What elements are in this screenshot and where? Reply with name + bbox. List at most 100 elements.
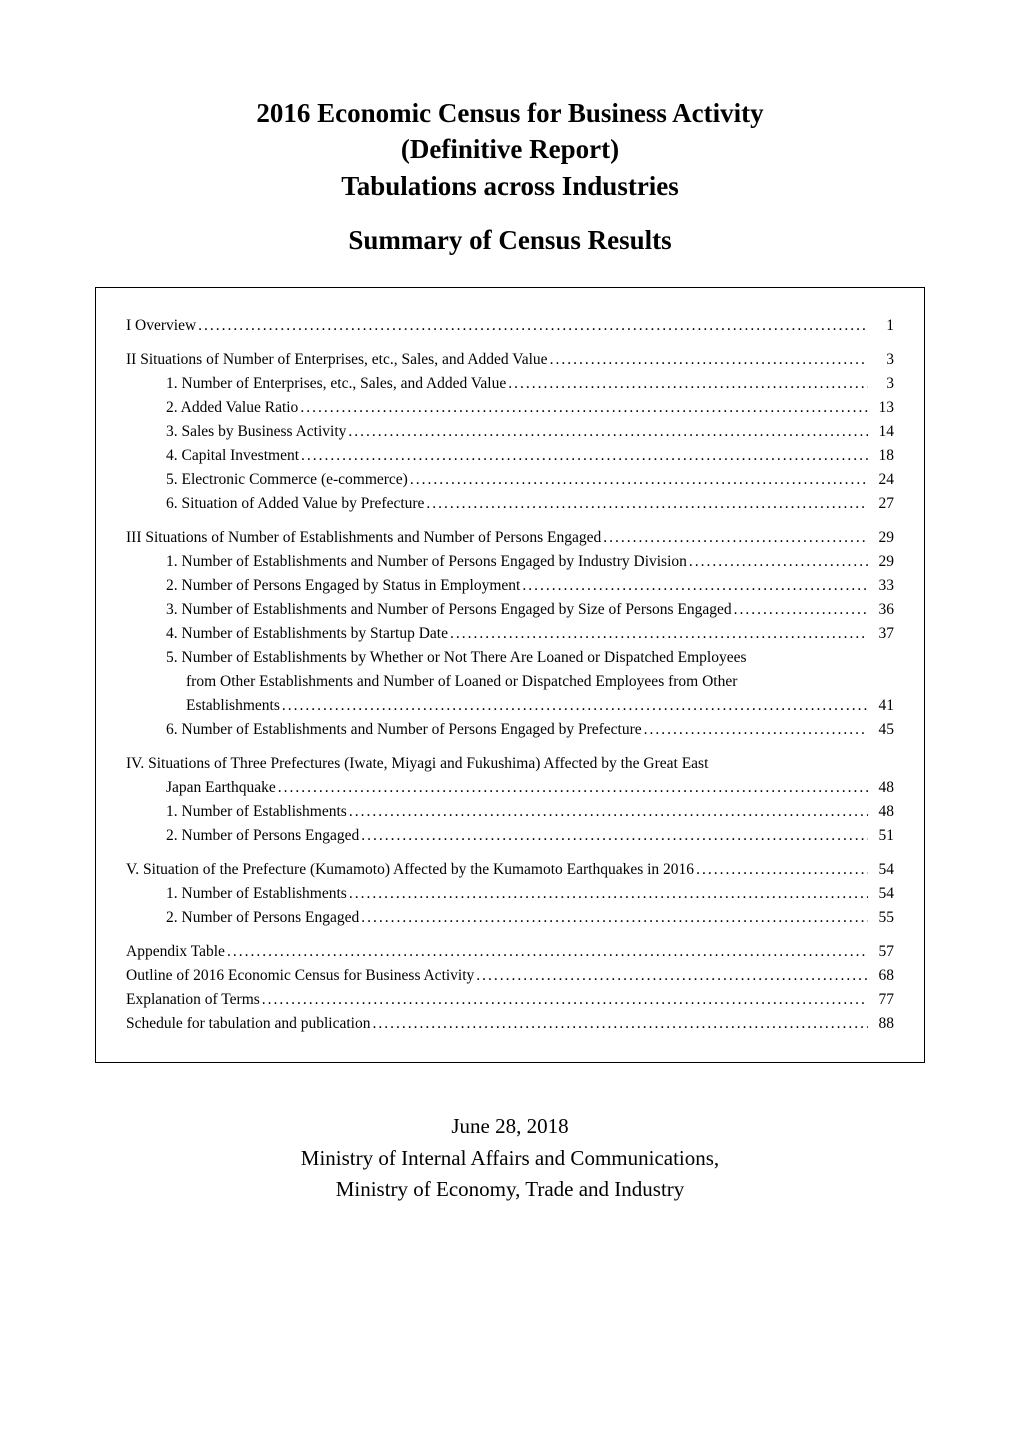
toc-entry-outline: Outline of 2016 Economic Census for Busi… — [126, 964, 894, 988]
title-block: 2016 Economic Census for Business Activi… — [95, 95, 925, 259]
toc-page: 51 — [868, 824, 894, 848]
toc-entry: 5. Electronic Commerce (e-commerce) 24 — [126, 468, 894, 492]
toc-leader — [448, 622, 868, 646]
toc-leader — [642, 718, 868, 742]
title-line-2: (Definitive Report) — [401, 134, 619, 164]
sub-title: Summary of Census Results — [95, 222, 925, 258]
toc-leader — [347, 800, 868, 824]
toc-entry-section-iii: III Situations of Number of Establishmen… — [126, 526, 894, 550]
main-title: 2016 Economic Census for Business Activi… — [95, 95, 925, 204]
toc-label: I Overview — [126, 314, 196, 338]
toc-entry: 1. Number of Enterprises, etc., Sales, a… — [126, 372, 894, 396]
toc-page: 18 — [868, 444, 894, 468]
toc-label: 3. Number of Establishments and Number o… — [166, 598, 732, 622]
toc-leader — [299, 444, 868, 468]
toc-leader — [506, 372, 868, 396]
toc-leader — [408, 468, 868, 492]
toc-label: Schedule for tabulation and publication — [126, 1012, 371, 1036]
toc-page: 48 — [868, 800, 894, 824]
toc-entry-schedule: Schedule for tabulation and publication … — [126, 1012, 894, 1036]
toc-entry: 1. Number of Establishments 48 — [126, 800, 894, 824]
toc-label-line3: Establishments — [186, 694, 280, 718]
toc-page: 45 — [868, 718, 894, 742]
toc-page: 1 — [868, 314, 894, 338]
toc-entry: 3. Sales by Business Activity 14 — [126, 420, 894, 444]
footer-org-1: Ministry of Internal Affairs and Communi… — [95, 1143, 925, 1175]
toc-label: Outline of 2016 Economic Census for Busi… — [126, 964, 474, 988]
toc-label: 2. Number of Persons Engaged by Status i… — [166, 574, 520, 598]
toc-entry-overview: I Overview 1 — [126, 314, 894, 338]
toc-label: Explanation of Terms — [126, 988, 260, 1012]
table-of-contents: I Overview 1 II Situations of Number of … — [95, 287, 925, 1063]
title-line-3: Tabulations across Industries — [341, 171, 679, 201]
toc-leader — [474, 964, 868, 988]
toc-page: 36 — [868, 598, 894, 622]
toc-page: 54 — [868, 858, 894, 882]
toc-entry: 3. Number of Establishments and Number o… — [126, 598, 894, 622]
toc-leader — [225, 940, 868, 964]
toc-page: 3 — [868, 372, 894, 396]
toc-entry: 1. Number of Establishments 54 — [126, 882, 894, 906]
toc-entry: 2. Number of Persons Engaged by Status i… — [126, 574, 894, 598]
toc-label: 1. Number of Establishments — [166, 882, 347, 906]
toc-label-line1: 5. Number of Establishments by Whether o… — [166, 646, 894, 670]
toc-page: 54 — [868, 882, 894, 906]
toc-entry: 4. Capital Investment 18 — [126, 444, 894, 468]
toc-page: 88 — [868, 1012, 894, 1036]
toc-label: 1. Number of Establishments — [166, 800, 347, 824]
toc-label: 2. Added Value Ratio — [166, 396, 298, 420]
toc-entry: 2. Added Value Ratio 13 — [126, 396, 894, 420]
toc-label: II Situations of Number of Enterprises, … — [126, 348, 548, 372]
toc-page: 14 — [868, 420, 894, 444]
footer-org-2: Ministry of Economy, Trade and Industry — [95, 1174, 925, 1206]
toc-leader — [298, 396, 868, 420]
toc-leader — [346, 420, 868, 444]
toc-entry-section-ii: II Situations of Number of Enterprises, … — [126, 348, 894, 372]
toc-label-line2: from Other Establishments and Number of … — [166, 670, 894, 694]
toc-label: 4. Capital Investment — [166, 444, 299, 468]
toc-leader — [424, 492, 868, 516]
toc-page: 68 — [868, 964, 894, 988]
toc-entry: 2. Number of Persons Engaged 51 — [126, 824, 894, 848]
toc-leader — [694, 858, 868, 882]
toc-page: 13 — [868, 396, 894, 420]
toc-label: 2. Number of Persons Engaged — [166, 824, 359, 848]
toc-leader — [347, 882, 868, 906]
toc-label: 6. Situation of Added Value by Prefectur… — [166, 492, 424, 516]
toc-leader — [548, 348, 868, 372]
toc-page: 37 — [868, 622, 894, 646]
toc-leader — [260, 988, 868, 1012]
toc-leader — [196, 314, 868, 338]
toc-label: 2. Number of Persons Engaged — [166, 906, 359, 930]
title-line-1: 2016 Economic Census for Business Activi… — [256, 98, 763, 128]
toc-page: 24 — [868, 468, 894, 492]
toc-label: 3. Sales by Business Activity — [166, 420, 346, 444]
toc-entry-section-iv: IV. Situations of Three Prefectures (Iwa… — [126, 752, 894, 800]
toc-leader — [359, 906, 868, 930]
toc-entry: 1. Number of Establishments and Number o… — [126, 550, 894, 574]
toc-label: 1. Number of Establishments and Number o… — [166, 550, 687, 574]
toc-label: 1. Number of Enterprises, etc., Sales, a… — [166, 372, 506, 396]
toc-label: 5. Electronic Commerce (e-commerce) — [166, 468, 408, 492]
toc-label: III Situations of Number of Establishmen… — [126, 526, 601, 550]
toc-leader — [371, 1012, 869, 1036]
toc-page: 77 — [868, 988, 894, 1012]
toc-page: 3 — [868, 348, 894, 372]
toc-entry: 4. Number of Establishments by Startup D… — [126, 622, 894, 646]
toc-label: 6. Number of Establishments and Number o… — [166, 718, 642, 742]
toc-label: V. Situation of the Prefecture (Kumamoto… — [126, 858, 694, 882]
toc-leader — [732, 598, 868, 622]
footer-block: June 28, 2018 Ministry of Internal Affai… — [95, 1111, 925, 1206]
toc-label: 4. Number of Establishments by Startup D… — [166, 622, 448, 646]
toc-page: 55 — [868, 906, 894, 930]
toc-entry: 6. Number of Establishments and Number o… — [126, 718, 894, 742]
toc-page: 29 — [868, 526, 894, 550]
toc-entry: 6. Situation of Added Value by Prefectur… — [126, 492, 894, 516]
toc-page: 29 — [868, 550, 894, 574]
footer-date: June 28, 2018 — [95, 1111, 925, 1143]
toc-leader — [276, 776, 868, 800]
toc-leader — [520, 574, 868, 598]
toc-page: 48 — [868, 776, 894, 800]
toc-entry-appendix-table: Appendix Table 57 — [126, 940, 894, 964]
toc-page: 27 — [868, 492, 894, 516]
